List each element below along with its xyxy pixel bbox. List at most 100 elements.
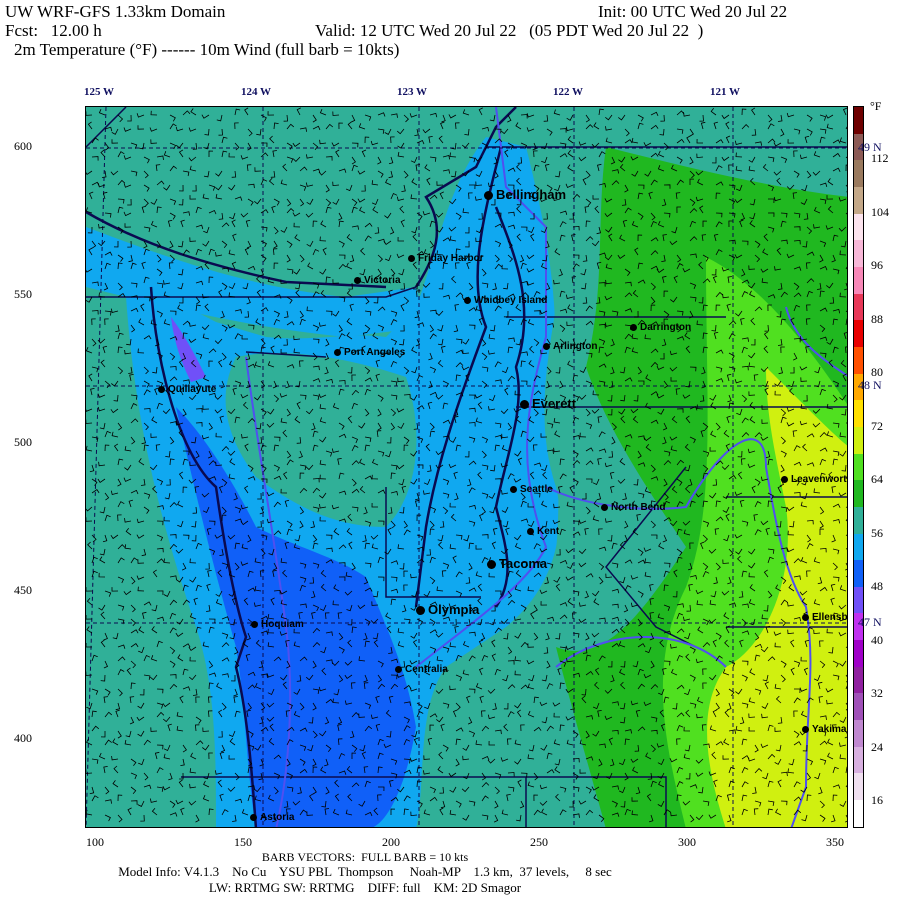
wind-barb	[255, 318, 262, 326]
wind-barb	[617, 478, 626, 484]
wind-barb	[312, 487, 321, 494]
wind-barb	[318, 686, 327, 692]
wind-barb	[724, 709, 730, 718]
wind-barb	[597, 416, 602, 424]
wind-barb	[351, 782, 360, 788]
wind-barb	[182, 450, 190, 456]
wind-barb	[455, 349, 464, 355]
wind-barb	[364, 542, 370, 550]
wind-barb	[741, 346, 748, 354]
wind-barb	[819, 290, 825, 298]
colorbar-swatch	[854, 373, 863, 401]
wind-barb	[169, 366, 177, 371]
wind-barb	[637, 668, 644, 676]
wind-barb	[104, 514, 111, 522]
wind-barb	[592, 702, 600, 710]
wind-barb	[347, 415, 353, 424]
wind-barb	[634, 744, 640, 752]
wind-barb	[507, 646, 513, 655]
wind-barb	[604, 688, 613, 694]
wind-barb	[111, 755, 119, 761]
wind-barb	[507, 240, 513, 249]
colorbar-swatch	[854, 666, 863, 694]
wind-barb	[539, 784, 548, 790]
wind-barb	[410, 811, 418, 817]
wind-barb	[663, 492, 669, 501]
wind-barb	[207, 450, 213, 459]
wind-barb	[507, 346, 513, 354]
wind-barb	[141, 548, 147, 557]
wind-barb	[806, 278, 815, 284]
wind-barb	[793, 461, 802, 467]
wind-barb	[728, 766, 735, 774]
wind-barb	[254, 198, 262, 205]
wind-barb	[790, 667, 795, 676]
wind-barb	[806, 626, 814, 634]
wind-barb	[559, 602, 568, 607]
wind-barb	[104, 310, 112, 316]
wind-barb	[100, 359, 106, 368]
wind-barb	[86, 615, 93, 620]
wind-barb	[123, 590, 132, 596]
wind-barb	[683, 753, 691, 760]
wind-barb	[299, 520, 304, 529]
wind-barb	[702, 422, 709, 431]
wind-barb	[475, 571, 483, 578]
wind-barb	[403, 725, 411, 732]
wind-barb	[699, 205, 704, 214]
wind-barb	[478, 107, 483, 116]
wind-barb	[663, 142, 669, 151]
wind-barb	[195, 716, 202, 724]
wind-barb	[530, 611, 535, 620]
wind-barb	[299, 184, 307, 191]
wind-barb	[676, 179, 684, 186]
wind-barb	[761, 614, 769, 620]
wind-barb	[411, 590, 418, 598]
wind-barb	[764, 681, 769, 690]
wind-barb	[501, 809, 509, 816]
wind-barb	[651, 534, 658, 540]
wind-barb	[338, 296, 346, 303]
wind-barb	[442, 744, 449, 752]
wind-barb	[411, 346, 418, 354]
wind-barb	[117, 644, 126, 649]
wind-barb	[638, 380, 645, 386]
wind-barb	[208, 752, 213, 760]
wind-barb	[130, 403, 138, 410]
field-description: 2m Temperature (°F) ------ 10m Wind (ful…	[14, 40, 400, 59]
wind-barb	[259, 758, 264, 767]
wind-barb	[319, 730, 327, 737]
wind-barb	[819, 520, 824, 529]
wind-barb	[754, 688, 762, 695]
wind-barb	[299, 487, 308, 494]
wind-barb	[715, 221, 723, 228]
wind-barb	[204, 261, 210, 270]
wind-barb	[650, 348, 659, 354]
wind-barb	[529, 471, 535, 480]
wind-barb	[819, 506, 825, 515]
wind-barb	[338, 433, 347, 439]
wind-barb	[503, 310, 509, 318]
physics-info: LW: RRTMG SW: RRTMG DIFF: full KM: 2D Sm…	[208, 880, 522, 895]
wind-barb	[156, 520, 164, 526]
wind-barb	[372, 632, 379, 640]
wind-barb	[312, 378, 321, 383]
wind-barb	[260, 240, 267, 248]
wind-barb	[363, 576, 369, 585]
wind-barb	[228, 184, 236, 191]
wind-barb	[527, 226, 535, 234]
wind-barb	[377, 766, 383, 774]
wind-barb	[286, 198, 292, 207]
wind-barb	[137, 586, 145, 592]
colorbar-swatch	[854, 160, 863, 187]
wind-barb	[348, 541, 353, 550]
wind-barb	[371, 458, 379, 466]
wind-barb	[268, 177, 275, 186]
wind-barb	[572, 612, 577, 620]
wind-barb	[722, 755, 730, 760]
colorbar-label: 32	[871, 686, 883, 701]
wind-barb	[828, 646, 834, 654]
wind-barb	[218, 709, 223, 718]
wind-barb	[229, 738, 236, 746]
wind-barb	[396, 253, 405, 259]
